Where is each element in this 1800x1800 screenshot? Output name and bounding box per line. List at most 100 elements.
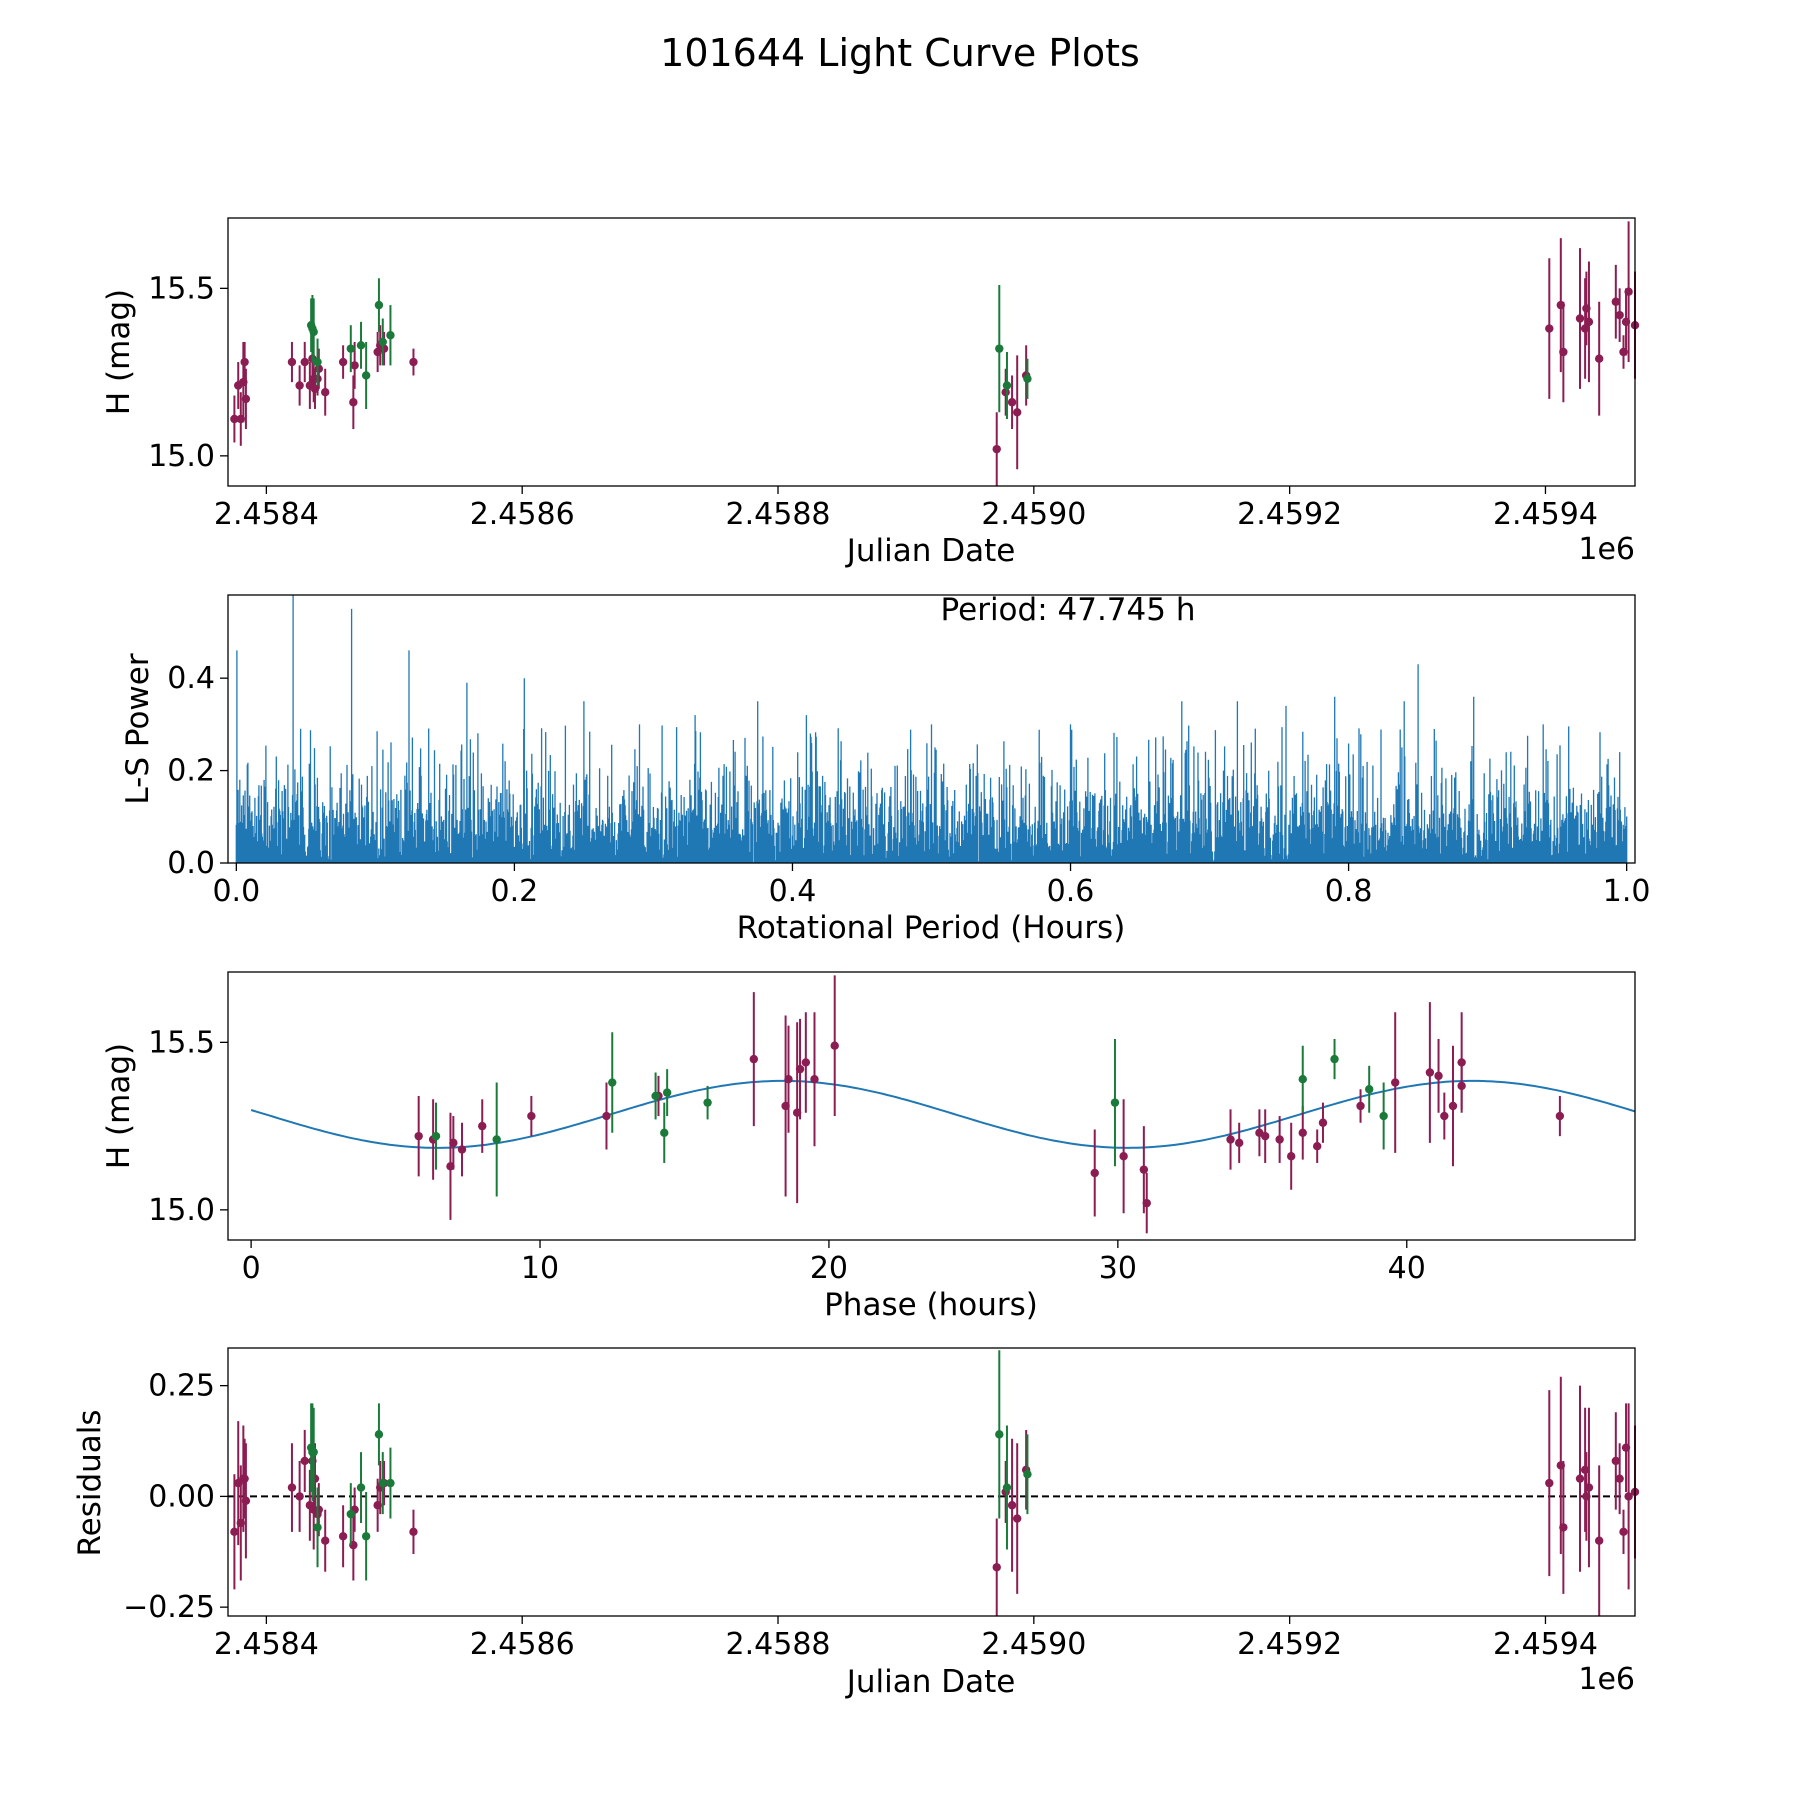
lightcurve-red-point: [321, 388, 330, 397]
phased-red-point: [801, 1058, 811, 1067]
lightcurve-red-point: [1611, 297, 1621, 306]
residuals-red-point: [1007, 1501, 1017, 1510]
residuals-green-point: [386, 1478, 395, 1488]
lightcurve-red-point: [350, 361, 359, 370]
residuals-green-point: [995, 1430, 1004, 1439]
phased-red-point: [1312, 1142, 1322, 1151]
residuals-red-point: [1012, 1514, 1022, 1523]
residuals-xtick-label: 2.4584: [214, 1627, 319, 1662]
phased-red-point: [1142, 1198, 1151, 1208]
phased-red-point: [1234, 1138, 1244, 1148]
residuals-xtick-label: 2.4594: [1493, 1627, 1598, 1662]
phased-red-point: [1286, 1152, 1296, 1161]
phased-red-point: [449, 1138, 458, 1148]
phased-red-point: [749, 1054, 759, 1064]
residuals-ytick-label: 0.25: [148, 1369, 215, 1404]
residuals-red-point: [1584, 1483, 1594, 1492]
phased-green-point: [492, 1135, 501, 1144]
residuals-red-point: [409, 1527, 418, 1537]
phased-green-point: [1365, 1085, 1374, 1094]
phased-axes-frame: [227, 971, 1636, 1241]
residuals-offset-label: 1e6: [1578, 1662, 1635, 1697]
phased-red-point: [1090, 1168, 1099, 1178]
periodogram-xtick-label: 0.4: [769, 874, 817, 909]
residuals-red-point: [992, 1563, 1001, 1572]
residuals-xlabel: Julian Date: [845, 1664, 1016, 1700]
residuals-axes-frame: [227, 1347, 1636, 1617]
phased-red-point: [795, 1064, 805, 1074]
lightcurve-xtick-label: 2.4584: [214, 497, 319, 532]
phased-red-point: [602, 1111, 611, 1121]
periodogram-power-line: [235, 595, 1628, 863]
residuals-red-point: [241, 1496, 251, 1506]
residuals-ytick-label: 0.00: [148, 1479, 215, 1514]
phased-red-point: [1555, 1111, 1565, 1121]
phased-green-point: [651, 1091, 660, 1101]
phased-ytick-label: 15.5: [148, 1025, 215, 1060]
residuals-red-point: [321, 1536, 330, 1545]
residuals-red-point: [1575, 1474, 1585, 1483]
phased-red-point: [1119, 1152, 1128, 1161]
residuals-xtick-label: 2.4590: [981, 1627, 1086, 1662]
residuals-red-point: [338, 1532, 348, 1541]
residuals-red-point: [295, 1492, 304, 1501]
phased-red-point: [1356, 1101, 1365, 1111]
phased-xtick-label: 20: [810, 1251, 848, 1286]
residuals-green-point: [313, 1523, 322, 1532]
lightcurve-green-point: [378, 337, 387, 347]
residuals-red-point: [1611, 1456, 1621, 1466]
lightcurve-panel: 2.4584 2.4586 2.4588 2.4590 2.4592 2.4594 15.0…: [101, 217, 1640, 569]
phased-red-point: [1425, 1068, 1435, 1077]
lightcurve-green-point: [1023, 374, 1032, 383]
phased-model-curve: [250, 1079, 1636, 1149]
periodogram-ytick-label: 0.4: [167, 661, 215, 696]
phased-red-point: [1457, 1058, 1466, 1067]
phased-red-point: [527, 1111, 536, 1121]
phased-ytick-label: 15.0: [148, 1193, 215, 1228]
lightcurve-red-point: [338, 357, 348, 367]
periodogram-ytick-label: 0.0: [167, 846, 215, 881]
residuals-green-point: [346, 1509, 355, 1519]
periodogram-annotation: Period: 47.745 h: [941, 592, 1196, 628]
lightcurve-xtick-label: 2.4592: [1237, 497, 1342, 532]
residuals-green-point: [374, 1430, 384, 1439]
phased-red-point: [1448, 1101, 1458, 1111]
lightcurve-red-point: [287, 357, 297, 367]
lightcurve-green-point: [309, 327, 318, 337]
phased-panel: 0 10 20 30 40 15.0 15.5 Phase (hours) H (mag): [101, 971, 1636, 1323]
periodogram-xtick-label: 0.0: [212, 874, 260, 909]
phased-red-point: [1440, 1111, 1449, 1121]
lightcurve-xtick-label: 2.4594: [1493, 497, 1598, 532]
residuals-ytick-label: −0.25: [123, 1590, 215, 1625]
lightcurve-green-point: [374, 300, 384, 310]
lightcurve-ylabel: H (mag): [101, 289, 137, 415]
lightcurve-red-point: [300, 357, 309, 367]
lightcurve-xtick-label: 2.4590: [981, 497, 1086, 532]
lightcurve-red-point: [1007, 398, 1017, 407]
lightcurve-red-point: [1624, 287, 1633, 296]
periodogram-axes-frame: [227, 594, 1636, 864]
lightcurve-xtick-label: 2.4588: [726, 497, 831, 532]
periodogram-xtick-label: 0.2: [491, 874, 539, 909]
lightcurve-green-point: [313, 357, 322, 367]
phased-green-point: [1330, 1054, 1339, 1064]
phased-green-point: [703, 1098, 712, 1107]
lightcurve-red-point: [230, 414, 239, 424]
phased-red-point: [1318, 1118, 1328, 1127]
lightcurve-green-point: [995, 344, 1004, 353]
phased-red-point: [1139, 1165, 1149, 1174]
phased-green-point: [1110, 1098, 1120, 1107]
periodogram-ylabel: L-S Power: [120, 653, 156, 804]
phased-ylabel: H (mag): [101, 1043, 137, 1169]
lightcurve-red-point: [241, 394, 251, 404]
phased-red-point: [830, 1041, 839, 1050]
residuals-red-point: [314, 1505, 324, 1514]
lightcurve-offset-label: 1e6: [1578, 532, 1635, 567]
phased-red-point: [457, 1145, 467, 1154]
periodogram-xlabel: Rotational Period (Hours): [737, 910, 1126, 946]
phased-green-point: [662, 1088, 672, 1097]
residuals-ylabel: Residuals: [72, 1409, 108, 1556]
lightcurve-ytick-label: 15.0: [148, 439, 215, 474]
lightcurve-xtick-label: 2.4586: [470, 497, 575, 532]
